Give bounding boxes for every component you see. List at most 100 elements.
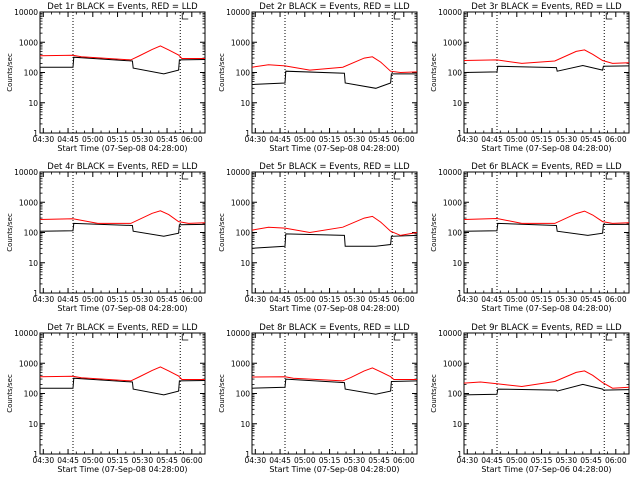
y-tick-label: 10: [28, 420, 38, 429]
x-tick-label: 05:00: [506, 135, 528, 144]
chart-panel-4: Det 4r BLACK = Events, RED = LLD 1 10 100 10…: [6, 162, 206, 313]
y-tick-label: 100: [448, 390, 463, 399]
x-tick-label: 06:00: [181, 135, 203, 144]
y-tick-label: 1000: [443, 359, 462, 368]
x-tick-label: 06:00: [393, 456, 415, 465]
y-tick-label: 10000: [438, 329, 462, 338]
series-line-lld: [39, 366, 205, 382]
x-tick-label: 05:45: [368, 456, 390, 465]
series-line-lld: [463, 370, 630, 389]
y-axis-label: Counts/sec: [430, 213, 438, 252]
y-tick-label: 10000: [226, 8, 250, 17]
y-axis-label: Counts/sec: [218, 53, 226, 92]
series-line-events: [40, 56, 206, 75]
y-tick-label: 1: [33, 450, 38, 459]
x-tick-label: 04:45: [57, 135, 79, 144]
chart-title: Det 6r BLACK = Events, RED = LLD: [471, 162, 622, 172]
x-tick-label: 05:30: [131, 295, 153, 304]
y-tick-label: 10: [28, 99, 38, 108]
x-tick-label: 05:30: [555, 295, 577, 304]
y-tick-label: 1: [457, 289, 462, 298]
x-tick-label: 04:45: [269, 295, 291, 304]
x-axis-label: Start Time (07-Sep-08 04:28:00): [481, 144, 611, 153]
chart-title: Det 4r BLACK = Events, RED = LLD: [47, 162, 198, 172]
x-axis-label: Start Time (07-Sep-08 04:28:00): [57, 304, 187, 313]
series-line-events: [251, 233, 418, 249]
x-tick-label: 05:00: [294, 135, 316, 144]
x-tick-label: 06:00: [393, 135, 415, 144]
y-tick-label: 1: [457, 450, 462, 459]
x-tick-label: 05:00: [506, 295, 528, 304]
x-tick-label: 04:45: [481, 135, 503, 144]
y-axis-label: Counts/sec: [430, 374, 438, 413]
x-tick-label: 04:45: [57, 295, 79, 304]
interval-marker: [393, 13, 401, 20]
chart-panel-6: Det 6r BLACK = Events, RED = LLD 1 10 100 10…: [430, 162, 630, 313]
y-tick-label: 10: [452, 259, 462, 268]
x-tick-label: 05:00: [82, 456, 104, 465]
x-tick-label: 05:00: [506, 456, 528, 465]
x-tick-label: 04:45: [481, 456, 503, 465]
x-tick-label: 04:30: [32, 295, 54, 304]
x-axis-label: Start Time (07-Sep-06 04:28:00): [481, 465, 611, 474]
x-tick-label: 05:15: [531, 456, 553, 465]
x-tick-label: 04:30: [456, 456, 478, 465]
y-tick-label: 1000: [443, 38, 462, 47]
chart-title: Det 8r BLACK = Events, RED = LLD: [259, 323, 410, 333]
y-tick-label: 10000: [438, 8, 462, 17]
x-tick-label: 05:15: [107, 295, 129, 304]
chart-panel-2: Det 2r BLACK = Events, RED = LLD 1 10 100 10…: [218, 2, 418, 153]
chart-panel-3: Det 3r BLACK = Events, RED = LLD 1 10 100 10…: [430, 2, 630, 153]
x-tick-label: 05:30: [555, 456, 577, 465]
x-axis-label: Start Time (07-Sep-08 04:28:00): [269, 465, 399, 474]
y-tick-label: 100: [24, 229, 39, 238]
y-tick-label: 1000: [19, 359, 38, 368]
series-line-lld: [251, 215, 418, 236]
series-line-events: [463, 383, 630, 396]
y-tick-label: 10: [452, 420, 462, 429]
chart-title: Det 7r BLACK = Events, RED = LLD: [47, 323, 198, 333]
x-tick-label: 05:30: [343, 456, 365, 465]
series-line-lld: [39, 45, 205, 61]
y-tick-label: 100: [236, 69, 251, 78]
interval-marker: [393, 173, 401, 180]
x-tick-label: 05:30: [343, 295, 365, 304]
x-tick-label: 05:30: [555, 135, 577, 144]
series-line-lld: [463, 49, 630, 64]
y-axis-label: Counts/sec: [6, 53, 14, 92]
x-axis-label: Start Time (07-Sep-08 04:28:00): [269, 304, 399, 313]
chart-panel-9: Det 9r BLACK = Events, RED = LLD 1 10 100 10…: [430, 323, 630, 474]
x-tick-label: 05:30: [343, 135, 365, 144]
x-tick-label: 05:45: [368, 135, 390, 144]
x-axis-label: Start Time (07-Sep-08 04:28:00): [57, 465, 187, 474]
x-tick-label: 05:45: [368, 295, 390, 304]
y-tick-label: 1: [245, 129, 250, 138]
y-tick-label: 10000: [226, 329, 250, 338]
series-line-events: [251, 70, 417, 89]
interval-marker: [393, 334, 401, 341]
x-tick-label: 04:30: [244, 295, 266, 304]
y-tick-label: 1000: [19, 38, 38, 47]
x-tick-label: 06:00: [181, 456, 203, 465]
y-tick-label: 1: [245, 289, 250, 298]
interval-marker: [605, 173, 613, 180]
y-axis-label: Counts/sec: [6, 213, 14, 252]
x-tick-label: 05:45: [580, 295, 602, 304]
y-tick-label: 1000: [231, 359, 250, 368]
series-line-events: [40, 377, 206, 396]
x-tick-label: 05:15: [319, 135, 341, 144]
interval-marker: [605, 334, 613, 341]
y-tick-label: 100: [448, 69, 463, 78]
y-tick-label: 1: [457, 129, 462, 138]
x-tick-label: 05:45: [156, 456, 178, 465]
interval-marker: [605, 13, 613, 20]
y-tick-label: 10000: [438, 168, 462, 177]
y-tick-label: 10000: [14, 8, 38, 17]
x-tick-label: 04:30: [456, 295, 478, 304]
y-axis-label: Counts/sec: [6, 374, 14, 413]
y-tick-label: 10: [28, 259, 38, 268]
interval-marker: [181, 334, 189, 341]
x-tick-label: 06:00: [605, 295, 627, 304]
x-tick-label: 06:00: [393, 295, 415, 304]
series-line-events: [251, 378, 418, 395]
